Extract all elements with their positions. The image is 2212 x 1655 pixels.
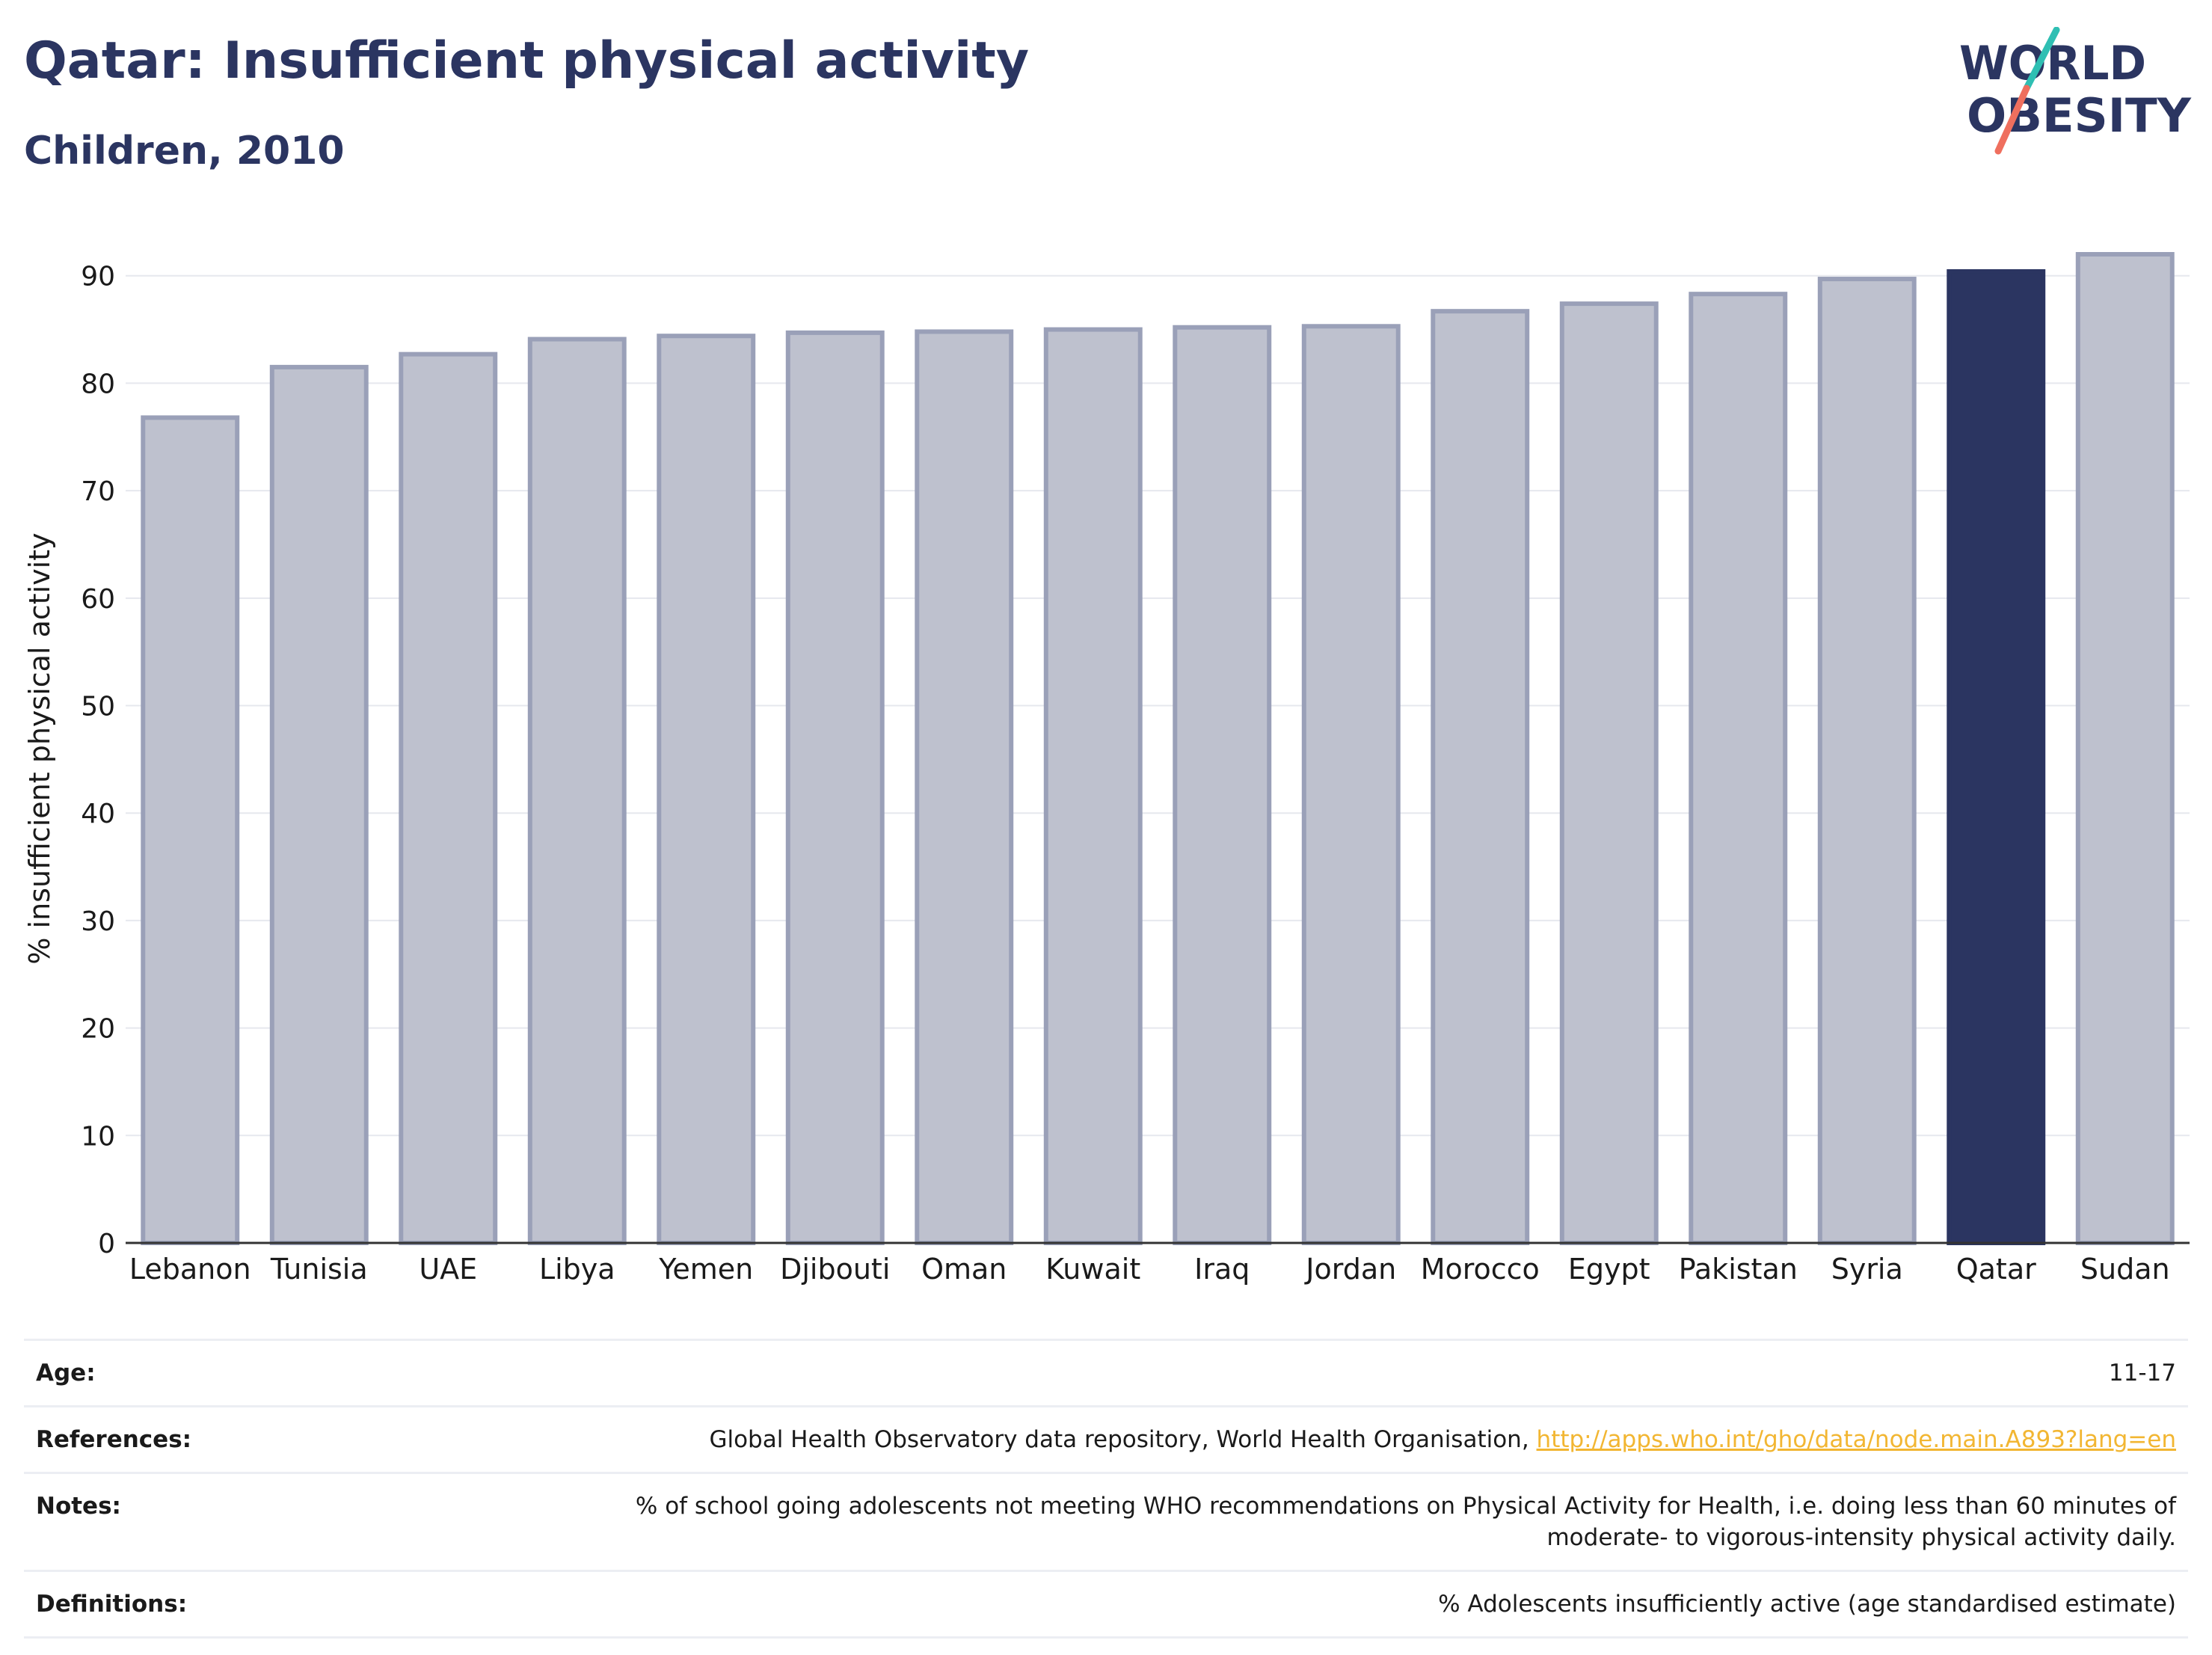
y-tick-label: 70: [81, 476, 115, 507]
x-tick-label: Syria: [1831, 1253, 1903, 1286]
y-tick-label: 0: [98, 1229, 115, 1259]
y-tick-label: 30: [81, 906, 115, 937]
x-tick-label: Qatar: [1956, 1253, 2036, 1286]
x-tick-label: Oman: [921, 1253, 1007, 1286]
age-value: 11-17: [2108, 1360, 2176, 1387]
x-tick-label: Iraq: [1194, 1253, 1250, 1286]
x-tick-label: Sudan: [2080, 1253, 2170, 1286]
info-row-definitions: Definitions: % Adolescents insufficientl…: [24, 1570, 2188, 1639]
x-tick-label: Jordan: [1304, 1253, 1396, 1286]
notes-value: % of school going adolescents not meetin…: [636, 1490, 2176, 1553]
svg-text:WORLD: WORLD: [1959, 36, 2146, 90]
info-table: Age: 11-17 References: Global Health Obs…: [24, 1339, 2188, 1639]
references-label: References:: [36, 1426, 192, 1453]
x-tick-label: Yemen: [658, 1253, 753, 1286]
info-row-notes: Notes: % of school going adolescents not…: [24, 1472, 2188, 1570]
notes-line-1: % of school going adolescents not meetin…: [635, 1493, 2176, 1520]
svg-text:OBESITY: OBESITY: [1967, 88, 2192, 143]
x-tick-label: Libya: [539, 1253, 615, 1286]
notes-label: Notes:: [36, 1493, 121, 1520]
x-tick-label: Kuwait: [1045, 1253, 1140, 1286]
x-tick-label: Pakistan: [1679, 1253, 1798, 1286]
bar-pakistan: [1689, 292, 1788, 1246]
y-tick-label: 10: [81, 1121, 115, 1152]
page-title: Qatar: Insufficient physical activity: [24, 31, 1030, 90]
bar-uae: [399, 351, 498, 1245]
references-text: Global Health Observatory data repositor…: [709, 1426, 1537, 1453]
bar-egypt: [1559, 301, 1659, 1246]
y-axis-label: % insufficient physical activity: [23, 532, 56, 964]
references-link[interactable]: http://apps.who.int/gho/data/node.main.A…: [1536, 1426, 2176, 1453]
x-tick-label: Lebanon: [129, 1253, 251, 1286]
bar-chart: 0 10 20 30 40 50 60 70 80 90 Lebanon Tunisia UAE Lib…: [23, 252, 2190, 1286]
page-subtitle: Children, 2010: [24, 129, 345, 174]
y-tick-label: 50: [81, 692, 115, 722]
y-tick-label: 40: [81, 799, 115, 829]
bar-syria: [1817, 277, 1917, 1245]
bar-morocco: [1431, 309, 1530, 1246]
y-tick-label: 20: [81, 1014, 115, 1045]
age-label: Age:: [36, 1360, 96, 1387]
bar-oman: [915, 329, 1014, 1246]
y-tick-label: 90: [81, 262, 115, 292]
bar-kuwait: [1043, 327, 1143, 1246]
x-tick-label: UAE: [419, 1253, 477, 1286]
bar-lebanon: [141, 415, 240, 1246]
bar-iraq: [1173, 325, 1272, 1246]
bar-djibouti: [785, 330, 885, 1245]
info-row-age: Age: 11-17: [24, 1339, 2188, 1405]
world-obesity-logo: WORLD OBESITY: [1959, 27, 2192, 155]
bar-qatar: [1947, 268, 2046, 1245]
x-tick-label: Morocco: [1421, 1253, 1540, 1286]
bar-tunisia: [269, 364, 369, 1245]
bar-yemen: [657, 334, 756, 1245]
x-tick-labels: Lebanon Tunisia UAE Libya Yemen Djibouti Oman K…: [129, 1253, 2170, 1286]
y-tick-labels: 0 10 20 30 40 50 60 70 80 90: [81, 262, 115, 1259]
x-tick-label: Tunisia: [270, 1253, 368, 1286]
bar-jordan: [1301, 324, 1401, 1245]
definitions-value: % Adolescents insufficiently active (age…: [1438, 1591, 2176, 1618]
info-row-references: References: Global Health Observatory da…: [24, 1405, 2188, 1472]
y-tick-label: 60: [81, 584, 115, 615]
x-tick-label: Djibouti: [780, 1253, 890, 1286]
definitions-label: Definitions:: [36, 1591, 188, 1618]
references-value: Global Health Observatory data repositor…: [709, 1424, 2176, 1455]
x-tick-label: Egypt: [1568, 1253, 1650, 1286]
bar-libya: [527, 337, 627, 1246]
bars: [141, 252, 2175, 1246]
bar-sudan: [2075, 252, 2175, 1245]
y-tick-label: 80: [81, 369, 115, 399]
notes-line-2: moderate- to vigorous-intensity physical…: [1546, 1524, 2176, 1551]
